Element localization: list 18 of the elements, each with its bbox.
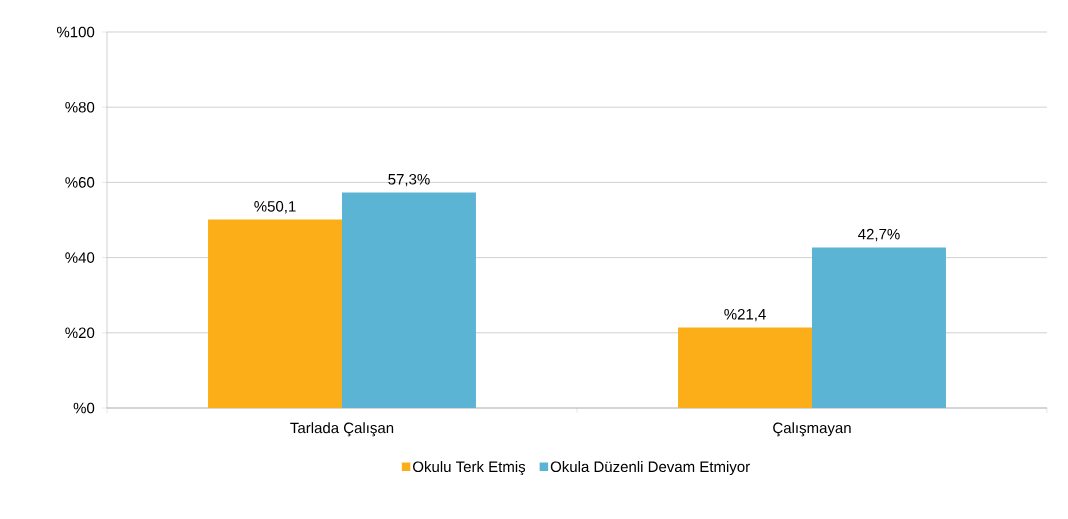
data-label: 42,7% bbox=[858, 228, 900, 242]
x-tick-label: Tarlada Çalışan bbox=[290, 422, 394, 437]
data-label: %50,1 bbox=[254, 201, 296, 214]
y-tick-label: %80 bbox=[65, 101, 95, 113]
legend-label: Okula Düzenli Devam Etmiyor bbox=[550, 461, 750, 476]
bar bbox=[208, 219, 342, 408]
data-label: 57,3% bbox=[388, 173, 430, 187]
y-tick-label: %20 bbox=[65, 327, 95, 339]
y-tick-label: %100 bbox=[56, 26, 95, 38]
y-tick-label: %0 bbox=[73, 402, 95, 414]
y-tick-label: %60 bbox=[65, 177, 95, 188]
bar bbox=[342, 192, 476, 408]
x-tick-label: Çalışmayan bbox=[773, 422, 851, 437]
bar bbox=[678, 327, 813, 408]
data-label: %21,4 bbox=[724, 308, 766, 322]
legend-label: Okulu Terk Etmiş bbox=[413, 461, 526, 476]
y-tick-label: %40 bbox=[65, 252, 95, 263]
bar bbox=[812, 247, 946, 408]
